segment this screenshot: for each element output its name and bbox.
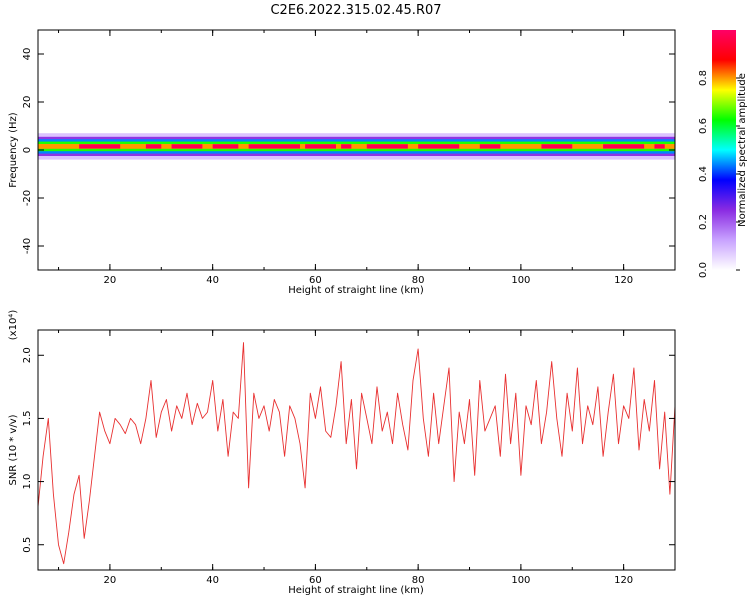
- x-tick-label: 40: [206, 575, 219, 586]
- colorbar-label: Normalized spectral amplitude: [737, 73, 748, 227]
- colorbar-axes: 0.0 0.2 0.4 0.6 0.8: [698, 70, 740, 278]
- snr-ylabel: SNR (10 * v/v): [8, 414, 19, 485]
- band-peak-segment: [171, 144, 203, 149]
- spectrogram-xlabel: Height of straight line (km): [288, 285, 424, 296]
- y-tick-label: 2.0: [22, 347, 33, 363]
- colorbar-tick-label: 0.8: [698, 70, 709, 86]
- band-layer: [38, 144, 675, 149]
- band-peak-segment: [79, 144, 121, 149]
- x-tick-label: 100: [511, 275, 530, 286]
- figure-title: C2E6.2022.315.02.45.R07: [270, 3, 441, 18]
- x-tick-label: 40: [206, 275, 219, 286]
- band-peak-segment: [418, 144, 460, 149]
- snr-frame: [37, 329, 676, 571]
- heatmap-band: [38, 133, 675, 160]
- y-tick-label: -40: [22, 238, 33, 254]
- x-tick-label: 20: [104, 575, 117, 586]
- x-tick-label: 120: [614, 575, 633, 586]
- spectrogram-axes: 20 40 60 80 100 120 -40 -20 0 20 40: [22, 30, 676, 286]
- snr-axes: 20 40 60 80 100 120 0.5 1.0 1.5 2.0: [22, 330, 676, 586]
- band-peak-segment: [305, 144, 336, 149]
- snr-panel: 20 40 60 80 100 120 0.5 1.0 1.5 2.0 Height of str…: [8, 310, 676, 596]
- y-tick-label: 20: [22, 96, 33, 109]
- band-peak-segment: [654, 144, 665, 149]
- spectrogram-ylabel: Frequency (Hz): [8, 112, 19, 188]
- x-tick-label: 120: [614, 275, 633, 286]
- y-tick-label: -20: [22, 190, 33, 206]
- colorbar-tick-label: 0.2: [698, 214, 709, 230]
- y-tick-label: 0: [22, 147, 33, 153]
- snr-yscale-label: (x10⁴): [8, 310, 19, 341]
- snr-series-line: [38, 342, 675, 565]
- band-peak-segment: [145, 144, 162, 149]
- colorbar-strip: [712, 30, 736, 270]
- x-tick-label: 80: [412, 275, 425, 286]
- colorbar-tick-label: 0.4: [698, 166, 709, 182]
- x-tick-label: 60: [309, 575, 322, 586]
- x-tick-label: 60: [309, 275, 322, 286]
- x-tick-label: 20: [104, 275, 117, 286]
- band-peak-segment: [366, 144, 408, 149]
- snr-xlabel: Height of straight line (km): [288, 585, 424, 596]
- y-tick-label: 40: [22, 48, 33, 61]
- band-peak-segment: [212, 144, 239, 149]
- y-tick-label: 0.5: [22, 537, 33, 553]
- y-tick-label: 1.0: [22, 474, 33, 490]
- spectrogram-panel: 20 40 60 80 100 120 -40 -20 0 20 40 Height of stra…: [8, 29, 676, 296]
- colorbar: 0.0 0.2 0.4 0.6 0.8 Normalized spectral ampl…: [698, 30, 748, 278]
- x-tick-label: 100: [511, 575, 530, 586]
- x-tick-label: 80: [412, 575, 425, 586]
- y-tick-label: 1.5: [22, 410, 33, 426]
- band-peak-segment: [603, 144, 645, 149]
- band-peak-segment: [479, 144, 501, 149]
- band-peak-segment: [541, 144, 573, 149]
- band-peak-segment: [248, 144, 300, 149]
- band-peak-segment: [341, 144, 352, 149]
- colorbar-tick-label: 0.0: [698, 262, 709, 278]
- colorbar-tick-label: 0.6: [698, 118, 709, 134]
